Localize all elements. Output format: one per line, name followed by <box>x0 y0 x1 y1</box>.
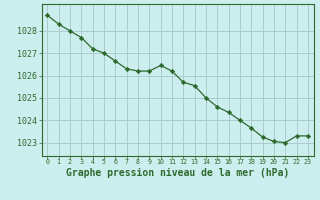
X-axis label: Graphe pression niveau de la mer (hPa): Graphe pression niveau de la mer (hPa) <box>66 168 289 178</box>
